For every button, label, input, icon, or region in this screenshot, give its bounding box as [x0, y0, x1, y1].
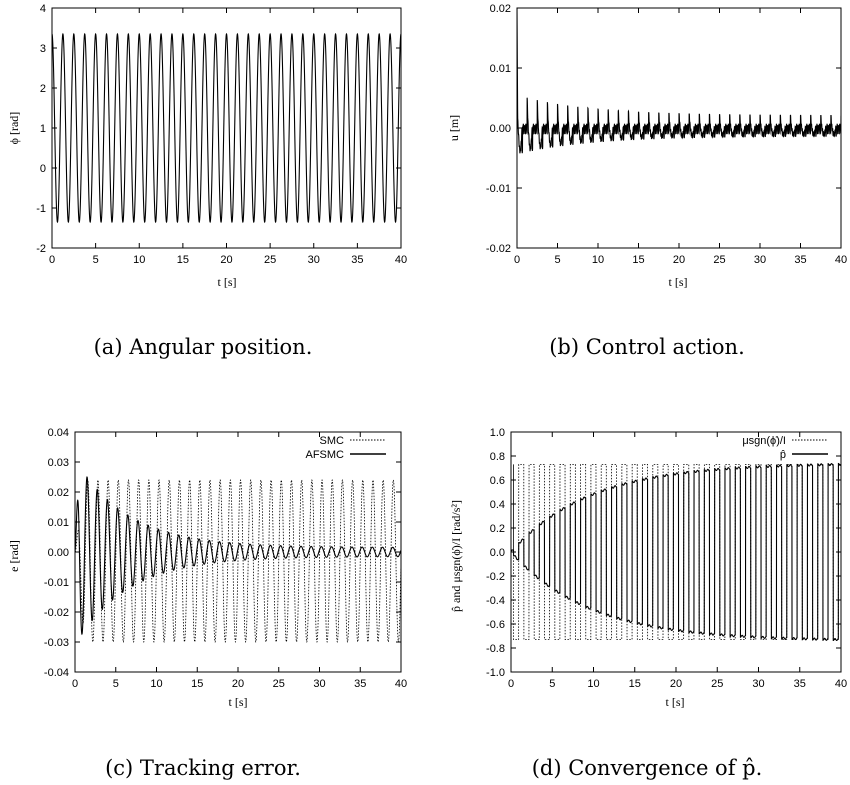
xlabel-c: t [s] [229, 695, 248, 709]
y-tick-label: 4 [40, 3, 46, 15]
y-tick-label: 0.00 [48, 547, 69, 559]
y-tick-label: 0.00 [490, 123, 511, 135]
legend-d: μsgn(ϕ̇)/I p̂ [742, 435, 828, 461]
x-tick-label: 35 [351, 254, 363, 266]
x-tick-label: 15 [632, 254, 644, 266]
x-tick-label: 5 [93, 254, 99, 266]
y-tick-label: -0.01 [44, 577, 69, 589]
x-tick-label: 15 [177, 254, 189, 266]
series-line-s0 [517, 8, 841, 154]
y-tick-label: -0.4 [486, 595, 505, 607]
y-tick-label: -0.6 [486, 619, 505, 631]
x-tick-label: 5 [113, 678, 119, 690]
x-tick-label: 40 [395, 678, 407, 690]
x-tick-label: 25 [711, 678, 723, 690]
y-tick-label: 0.4 [490, 499, 505, 511]
legend-label-mu: μsgn(ϕ̇)/I [742, 435, 786, 447]
ylabel-b: u [m] [447, 115, 461, 141]
xlabel-d: t [s] [666, 695, 685, 709]
y-tick-label: 0.8 [490, 451, 505, 463]
x-tick-label: 10 [587, 678, 599, 690]
y-tick-label: -0.02 [486, 243, 511, 255]
y-tick-label: -0.03 [44, 637, 69, 649]
legend-label-afsmc: AFSMC [306, 449, 345, 461]
x-tick-label: 0 [508, 678, 514, 690]
caption-d: (d) Convergence of p̂. [532, 756, 763, 780]
y-tick-label: -0.01 [486, 183, 511, 195]
legend-c: SMC AFSMC [306, 435, 386, 461]
y-tick-label: 0.01 [48, 517, 69, 529]
y-tick-label: 0.04 [48, 427, 69, 439]
x-tick-label: 40 [835, 678, 847, 690]
y-tick-label: -0.2 [486, 571, 505, 583]
x-tick-label: 35 [354, 678, 366, 690]
ylabel-a: ϕ [rad] [7, 112, 21, 145]
x-tick-label: 40 [835, 254, 847, 266]
panel-control-action: 0 5 10 15 20 25 30 35 40 0.02 0.01 0.00 -0.01 -0.02 [486, 3, 847, 266]
x-tick-label: 0 [514, 254, 520, 266]
panel-convergence: 0 5 10 15 20 25 30 35 40 1.0 0.8 0.6 0.4 0.2 0.0 -0.2 -0… [486, 427, 847, 690]
series-line-sgni [511, 464, 841, 640]
y-tick-label: 0.02 [490, 3, 511, 15]
x-tick-label: 5 [554, 254, 560, 266]
x-tick-label: 0 [49, 254, 55, 266]
y-tick-label: 0.0 [490, 547, 505, 559]
x-tick-label: 5 [549, 678, 555, 690]
x-tick-label: 10 [150, 678, 162, 690]
x-tick-label: 20 [673, 254, 685, 266]
x-tick-label: 15 [191, 678, 203, 690]
x-tick-label: 25 [264, 254, 276, 266]
series-line-s0 [52, 32, 401, 224]
y-tick-label: -2 [36, 243, 46, 255]
y-tick-label: -0.04 [44, 667, 69, 679]
legend-label-phat: p̂ [780, 449, 786, 461]
y-tick-label: -1.0 [486, 667, 505, 679]
xlabel-a: t [s] [218, 275, 237, 289]
y-tick-label: 0.6 [490, 475, 505, 487]
y-tick-label: -0.02 [44, 607, 69, 619]
x-tick-label: 10 [592, 254, 604, 266]
y-tick-label: 0.03 [48, 457, 69, 469]
x-tick-label: 25 [713, 254, 725, 266]
series-line-p [511, 462, 841, 642]
caption-a: (a) Angular position. [94, 335, 313, 359]
y-tick-label: -1 [36, 203, 46, 215]
y-tick-label: 0.01 [490, 63, 511, 75]
series-line-smc [75, 479, 401, 643]
x-tick-label: 10 [133, 254, 145, 266]
x-tick-label: 40 [395, 254, 407, 266]
y-tick-label: 0.02 [48, 487, 69, 499]
y-tick-label: 0 [40, 163, 46, 175]
x-tick-label: 35 [794, 254, 806, 266]
y-tick-label: 0.2 [490, 523, 505, 535]
x-tick-label: 30 [313, 678, 325, 690]
caption-b: (b) Control action. [549, 335, 745, 359]
x-tick-label: 25 [273, 678, 285, 690]
x-tick-label: 20 [220, 254, 232, 266]
panel-tracking-error: 0 5 10 15 20 25 30 35 40 0.04 0.03 0.02 0.01 0.00 -0.0… [44, 427, 407, 690]
y-tick-label: -0.8 [486, 643, 505, 655]
ylabel-d: p̂ and μsgn(ϕ̇)/I [rad/s²] [449, 500, 463, 612]
y-tick-label: 2 [40, 83, 46, 95]
ylabel-c: e [rad] [7, 540, 21, 572]
x-tick-label: 30 [754, 254, 766, 266]
x-tick-label: 35 [794, 678, 806, 690]
series-line-afsmc [75, 476, 401, 636]
y-tick-label: 3 [40, 43, 46, 55]
x-tick-label: 15 [629, 678, 641, 690]
x-tick-label: 20 [232, 678, 244, 690]
x-tick-label: 30 [308, 254, 320, 266]
y-tick-label: 1.0 [490, 427, 505, 439]
y-tick-label: 1 [40, 123, 46, 135]
x-tick-label: 20 [670, 678, 682, 690]
legend-label-smc: SMC [320, 435, 345, 447]
x-tick-label: 0 [72, 678, 78, 690]
xlabel-b: t [s] [669, 275, 688, 289]
caption-c: (c) Tracking error. [105, 756, 301, 780]
x-tick-label: 30 [752, 678, 764, 690]
